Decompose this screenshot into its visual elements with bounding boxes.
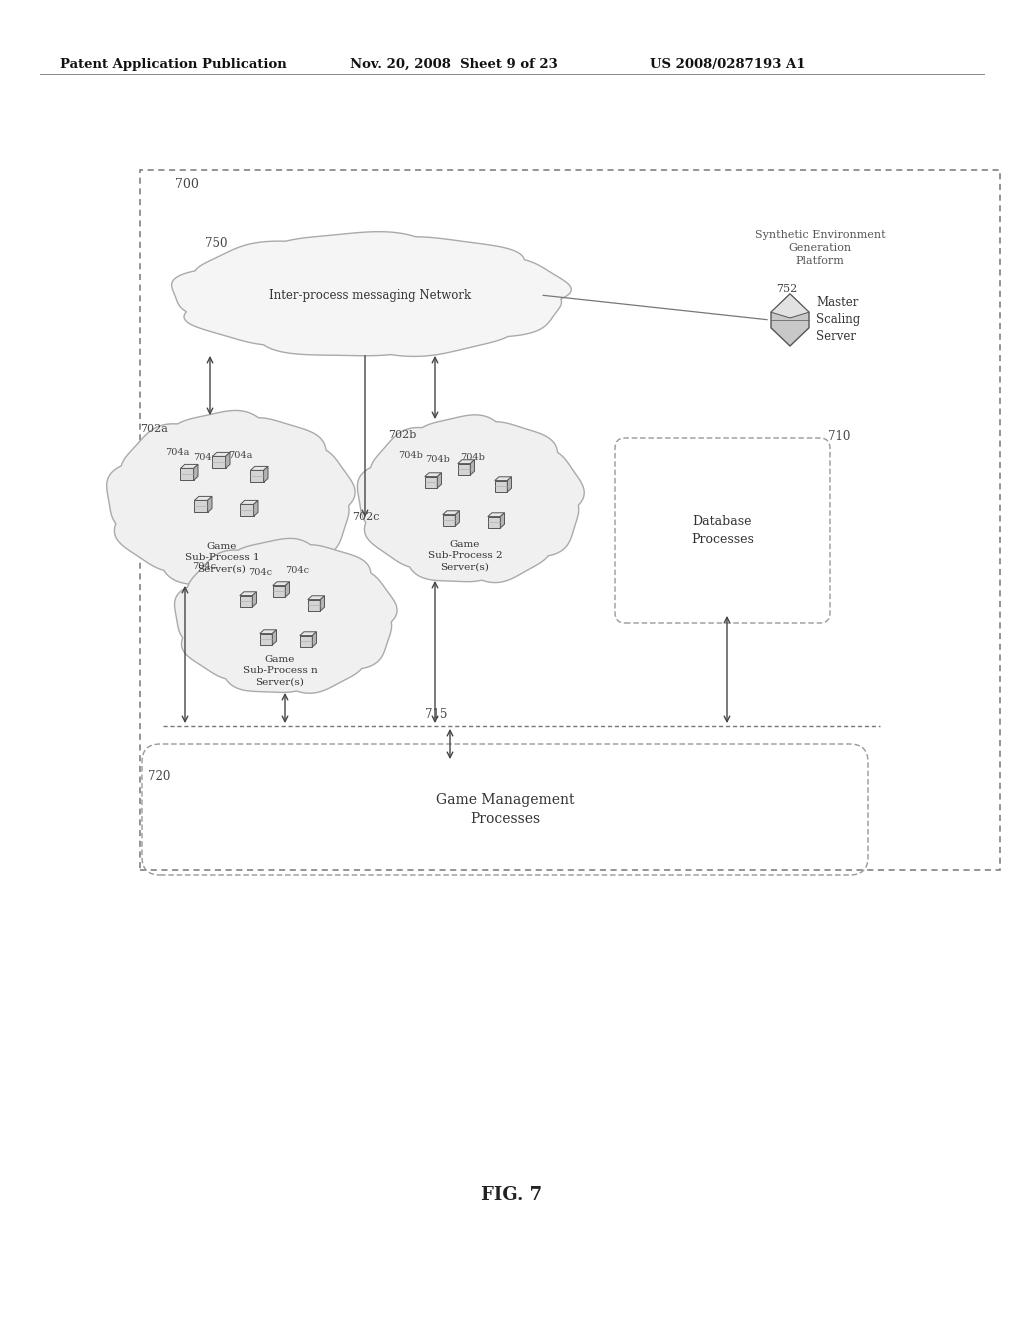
Polygon shape [470,459,474,475]
Text: 704a: 704a [165,447,189,457]
Polygon shape [456,511,460,525]
Polygon shape [458,459,474,463]
Text: 704b: 704b [460,453,485,462]
Text: US 2008/0287193 A1: US 2008/0287193 A1 [650,58,806,71]
Text: Patent Application Publication: Patent Application Publication [60,58,287,71]
Polygon shape [286,582,290,597]
Text: Game Management
Processes: Game Management Processes [436,793,574,826]
Polygon shape [180,465,198,469]
Text: Synthetic Environment
Generation
Platform: Synthetic Environment Generation Platfor… [755,230,886,267]
Text: 710: 710 [828,430,850,444]
Polygon shape [300,636,312,647]
Polygon shape [357,414,585,582]
Polygon shape [321,595,325,611]
Polygon shape [442,511,460,515]
Polygon shape [180,469,194,480]
Polygon shape [106,411,355,587]
Text: 702a: 702a [140,424,168,434]
Polygon shape [308,599,321,611]
Polygon shape [442,515,456,525]
Polygon shape [240,595,252,607]
Polygon shape [272,586,286,597]
Text: 700: 700 [175,178,199,191]
Polygon shape [501,512,505,528]
Text: Game
Sub-Process 1
Server(s): Game Sub-Process 1 Server(s) [184,543,259,573]
Text: 702c: 702c [352,512,380,521]
Text: 750: 750 [205,238,227,249]
Polygon shape [251,466,268,470]
Text: Inter-process messaging Network: Inter-process messaging Network [269,289,471,301]
Polygon shape [771,294,809,318]
Polygon shape [425,473,441,477]
Text: 720: 720 [148,770,170,783]
Polygon shape [312,632,316,647]
Text: 704a: 704a [228,451,252,459]
Polygon shape [272,630,276,645]
Polygon shape [212,457,225,469]
Polygon shape [263,466,268,482]
Text: 704c: 704c [193,562,216,572]
Text: Game
Sub-Process n
Server(s): Game Sub-Process n Server(s) [243,655,317,686]
Polygon shape [260,634,272,645]
Polygon shape [495,477,512,480]
Polygon shape [172,232,571,356]
Text: 752: 752 [776,284,798,294]
Polygon shape [487,512,505,516]
Polygon shape [252,591,256,607]
Polygon shape [254,500,258,516]
Polygon shape [195,500,208,512]
Polygon shape [507,477,512,492]
Text: 704a: 704a [193,453,217,462]
Text: Nov. 20, 2008  Sheet 9 of 23: Nov. 20, 2008 Sheet 9 of 23 [350,58,558,71]
Polygon shape [495,480,507,492]
Text: 704c: 704c [285,566,309,576]
Text: 715: 715 [425,708,447,721]
Polygon shape [308,595,325,599]
Polygon shape [437,473,441,488]
Text: Master
Scaling
Server: Master Scaling Server [816,297,860,343]
Polygon shape [487,516,501,528]
Polygon shape [225,453,230,469]
Polygon shape [425,477,437,488]
Text: Database
Processes: Database Processes [691,515,754,546]
Text: 704b: 704b [398,451,423,459]
Polygon shape [458,463,470,475]
Polygon shape [300,632,316,636]
Text: FIG. 7: FIG. 7 [481,1185,543,1204]
Polygon shape [272,582,290,586]
Polygon shape [771,294,809,346]
Polygon shape [194,465,198,480]
Polygon shape [195,496,212,500]
Polygon shape [241,500,258,504]
Text: 702b: 702b [388,430,417,440]
Text: Game
Sub-Process 2
Server(s): Game Sub-Process 2 Server(s) [428,540,503,572]
Polygon shape [174,539,397,693]
Polygon shape [240,591,256,595]
Text: 704b: 704b [425,455,450,465]
Polygon shape [208,496,212,512]
Polygon shape [241,504,254,516]
Polygon shape [212,453,230,457]
Polygon shape [260,630,276,634]
Text: 704c: 704c [248,568,272,577]
Polygon shape [251,470,263,482]
